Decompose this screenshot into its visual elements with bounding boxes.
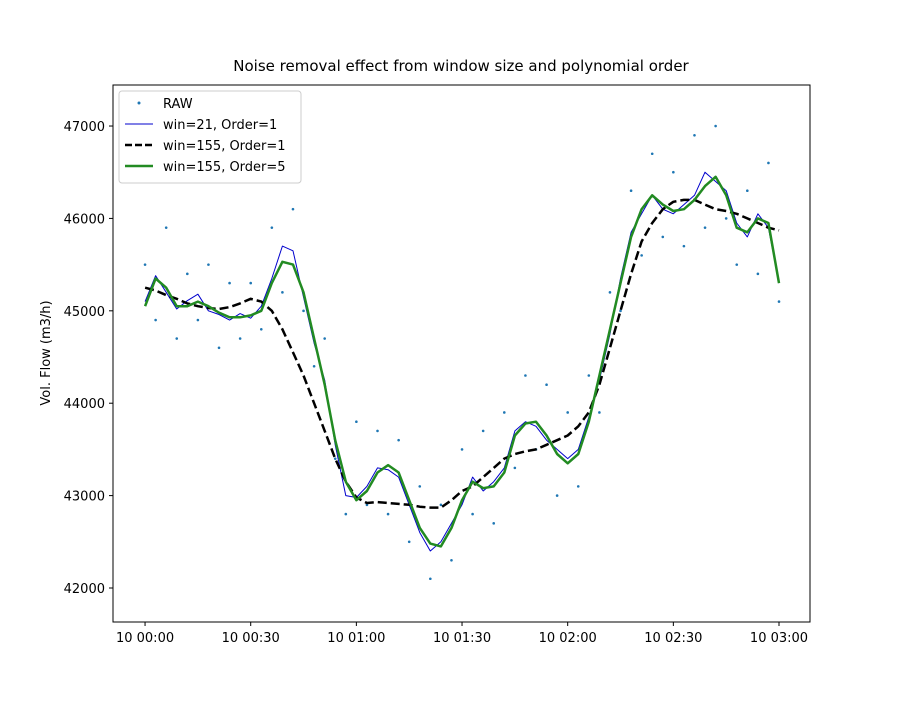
raw-point [724,217,728,220]
raw-point [429,577,432,581]
raw-point [386,512,390,516]
x-tick-label: 10 00:00 [116,631,174,646]
raw-point [619,309,622,313]
raw-point [693,133,696,137]
raw-point [407,540,411,544]
raw-point [746,189,749,192]
y-tick-label: 42000 [64,582,105,597]
raw-point [545,383,548,387]
raw-point [323,337,326,340]
raw-point [555,494,559,497]
x-tick-label: 10 01:00 [327,631,385,646]
y-tick-label: 44000 [64,397,105,412]
raw-point [302,309,305,313]
raw-point [249,281,253,285]
raw-point [714,124,717,128]
raw-point [756,272,760,276]
raw-point [164,226,168,229]
raw-point [344,512,348,516]
plot-frame [112,84,811,623]
raw-point [767,161,770,165]
x-tick-label: 10 00:30 [222,631,280,646]
raw-point [735,263,739,266]
legend-marker [137,101,141,105]
x-tick-label: 10 02:00 [539,631,597,646]
x-tick-label: 10 03:00 [750,631,808,646]
raw-point [217,346,221,350]
raw-point [376,429,379,433]
raw-point [703,226,707,229]
legend-box [118,90,302,184]
raw-point [661,235,665,239]
raw-point [492,522,496,525]
raw-point [524,374,527,377]
legend-label: RAW [163,97,193,112]
raw-point [238,337,242,340]
raw-point [196,318,200,322]
series-line [144,171,780,552]
y-tick-label: 47000 [64,120,105,135]
raw-point [587,374,591,377]
raw-point [355,420,358,423]
chart-title: Noise removal effect from window size an… [233,57,689,75]
raw-point [312,364,316,368]
raw-point [640,254,643,257]
raw-point [270,226,274,229]
raw-point [154,318,157,322]
raw-point [143,263,147,266]
raw-point [175,337,179,340]
series-line [143,175,781,548]
raw-point [777,300,781,303]
y-axis-label: Vol. Flow (m3/h) [39,300,54,405]
legend-label: win=155, Order=5 [163,160,286,175]
raw-point [418,485,422,488]
raw-point [481,429,485,433]
raw-point [598,411,601,414]
raw-point [281,291,284,294]
raw-point [259,327,263,331]
raw-point [682,244,686,248]
raw-point [291,207,295,211]
y-tick-label: 46000 [64,212,105,227]
raw-point [650,152,654,156]
raw-point [450,558,453,562]
x-tick-label: 10 02:30 [644,631,702,646]
series-line [144,198,780,509]
raw-point [397,438,400,442]
raw-point [629,189,633,192]
raw-point [566,411,569,414]
raw-point [333,457,337,460]
raw-point [576,485,580,488]
raw-point [502,411,506,414]
x-tick-label: 10 01:30 [433,631,491,646]
raw-point [460,448,464,451]
raw-point [207,263,210,266]
raw-point [608,291,612,294]
raw-point [186,272,189,276]
legend-label: win=21, Order=1 [163,118,277,133]
raw-point [672,170,675,174]
raw-point [513,466,517,470]
raw-point [471,512,474,516]
y-tick-label: 43000 [64,490,105,505]
raw-point [228,281,231,285]
raw-point [439,503,443,507]
legend-label: win=155, Order=1 [163,139,286,154]
y-tick-label: 45000 [64,305,105,320]
